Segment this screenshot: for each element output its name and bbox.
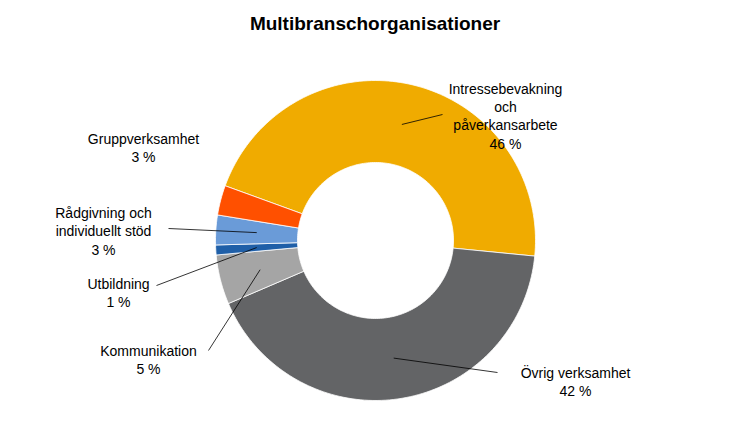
svg-text:Utbildning1 %: Utbildning1 % xyxy=(87,276,149,310)
svg-text:Intressebevakningochpåverkansa: Intressebevakningochpåverkansarbete46 % xyxy=(449,81,563,152)
svg-text:Gruppverksamhet3 %: Gruppverksamhet3 % xyxy=(88,131,199,165)
html-text:Multibranschorganisationer: Multibranschorganisationer xyxy=(249,13,501,34)
svg-text:Kommunikation5 %: Kommunikation5 % xyxy=(100,343,197,377)
svg-text:Rådgivning ochindividuellt stö: Rådgivning ochindividuellt stöd3 % xyxy=(55,205,152,257)
svg-text:Övrig verksamhet42 %: Övrig verksamhet42 % xyxy=(521,364,631,399)
